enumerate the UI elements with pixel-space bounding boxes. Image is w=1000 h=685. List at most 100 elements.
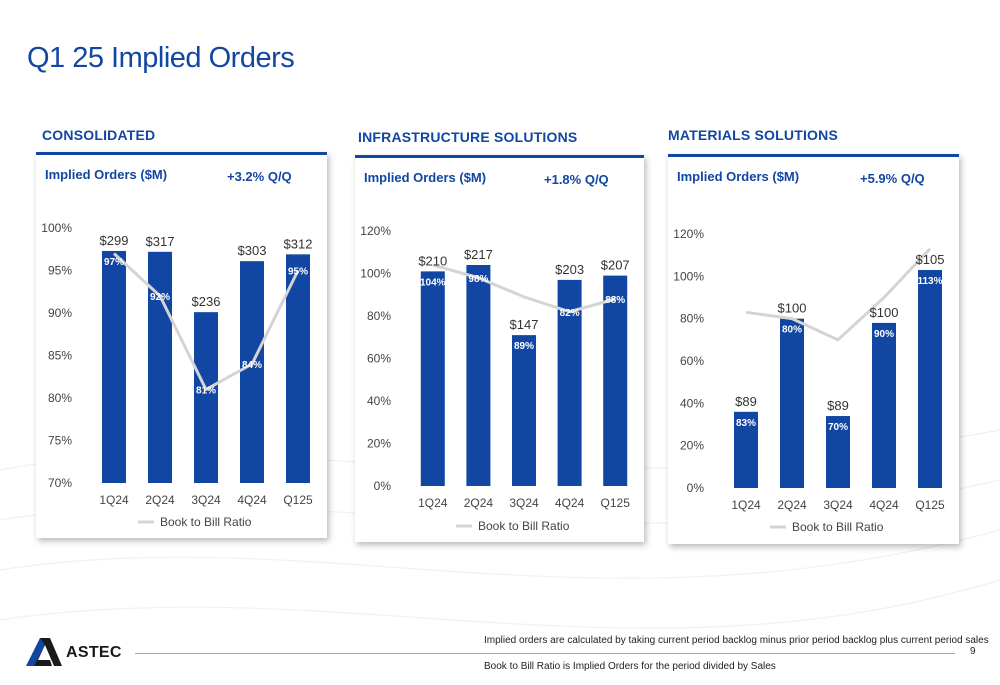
book-to-bill-label: 83% <box>736 418 756 429</box>
legend-label: Book to Bill Ratio <box>160 515 252 529</box>
y-tick-label: 80% <box>48 391 72 405</box>
infrastructure-chart: 0% 20% 40% 60% 80% 100% 120% $210 $217 $147 $203 $2… <box>360 224 631 533</box>
bar-value-label: $100 <box>870 305 899 320</box>
bar-value-label: $299 <box>100 233 129 248</box>
x-tick-label: 1Q24 <box>731 498 761 512</box>
x-tick-label: 4Q24 <box>869 498 899 512</box>
chart-subtitle: Implied Orders ($M) <box>677 169 800 184</box>
y-tick-label: 100% <box>360 267 391 281</box>
book-to-bill-label: 89% <box>514 341 534 352</box>
book-to-bill-label: 84% <box>242 360 262 371</box>
y-tick-label: 70% <box>48 476 72 490</box>
implied-orders-bar <box>512 335 536 486</box>
book-to-bill-line <box>112 252 300 391</box>
book-to-bill-label: 92% <box>150 292 170 303</box>
x-tick-label: 4Q24 <box>555 496 585 510</box>
bar-value-label: $147 <box>510 317 539 332</box>
footnote-book-to-bill: Book to Bill Ratio is Implied Orders for… <box>484 661 776 672</box>
y-tick-label: 40% <box>367 394 391 408</box>
book-to-bill-label: 81% <box>196 386 216 397</box>
y-tick-label: 60% <box>680 354 704 368</box>
implied-orders-bar <box>466 265 491 486</box>
section-heading-infrastructure: INFRASTRUCTURE SOLUTIONS <box>358 129 578 145</box>
implied-orders-bar <box>918 269 942 488</box>
section-heading-materials: MATERIALS SOLUTIONS <box>668 127 838 143</box>
y-tick-label: 100% <box>673 269 704 283</box>
y-tick-label: 60% <box>367 352 391 366</box>
book-to-bill-label: 95% <box>288 267 308 278</box>
page-number: 9 <box>970 646 976 657</box>
chart-change-badge: +1.8% Q/Q <box>544 172 609 187</box>
page-title: Q1 25 Implied Orders <box>27 42 295 74</box>
bar-value-label: $312 <box>284 236 313 251</box>
x-tick-label: 3Q24 <box>823 498 853 512</box>
x-tick-label: Q125 <box>601 496 631 510</box>
chart-subtitle: Implied Orders ($M) <box>45 167 168 182</box>
footnote-implied-orders: Implied orders are calculated by taking … <box>484 635 989 646</box>
book-to-bill-label: 90% <box>874 329 894 340</box>
book-to-bill-label: 104% <box>420 277 446 288</box>
book-to-bill-label: 98% <box>468 274 488 285</box>
book-to-bill-line <box>432 263 616 314</box>
book-to-bill-label: 80% <box>782 325 802 336</box>
y-tick-label: 85% <box>48 349 72 363</box>
implied-orders-bar <box>872 322 896 488</box>
y-tick-label: 90% <box>48 306 72 320</box>
y-tick-label: 20% <box>680 439 704 453</box>
implied-orders-bar <box>240 261 264 483</box>
bar-value-label: $236 <box>192 294 221 309</box>
x-tick-label: 3Q24 <box>191 493 221 507</box>
infrastructure-chart-panel: Implied Orders ($M) +1.8% Q/Q 0% 20% 40% 60… <box>355 155 644 542</box>
x-tick-label: 1Q24 <box>418 496 448 510</box>
implied-orders-bar <box>194 312 218 483</box>
astec-logo-icon <box>26 638 62 666</box>
x-tick-label: Q125 <box>283 493 313 507</box>
bar-value-label: $203 <box>555 262 584 277</box>
x-tick-label: 4Q24 <box>237 493 267 507</box>
bar-value-label: $207 <box>601 258 630 273</box>
y-tick-label: 20% <box>367 437 391 451</box>
book-to-bill-label: 70% <box>828 422 848 433</box>
consolidated-chart-panel: Implied Orders ($M) +3.2% Q/Q 70% 75% 80% 8… <box>36 152 327 538</box>
legend-label: Book to Bill Ratio <box>478 519 570 533</box>
y-tick-label: 95% <box>48 264 72 278</box>
y-tick-label: 0% <box>687 481 705 495</box>
implied-orders-bar <box>826 416 850 488</box>
footer-divider <box>135 653 955 654</box>
bar-value-label: $89 <box>735 394 757 409</box>
chart-subtitle: Implied Orders ($M) <box>364 170 487 185</box>
book-to-bill-label: 113% <box>917 276 942 287</box>
y-tick-label: 80% <box>367 309 391 323</box>
bar-value-label: $89 <box>827 398 849 413</box>
y-tick-label: 75% <box>48 434 72 448</box>
y-tick-label: 100% <box>41 221 72 235</box>
bar-value-label: $303 <box>238 243 267 258</box>
implied-orders-bar <box>286 254 310 483</box>
bar-value-label: $317 <box>146 234 175 249</box>
x-tick-label: Q125 <box>915 498 945 512</box>
bar-value-label: $105 <box>916 252 945 267</box>
y-tick-label: 80% <box>680 312 704 326</box>
book-to-bill-label: 88% <box>605 295 625 306</box>
implied-orders-bar <box>780 318 804 488</box>
consolidated-chart: 70% 75% 80% 85% 90% 95% 100% $299 $317 $236 $303 $3… <box>41 221 313 529</box>
x-tick-label: 3Q24 <box>509 496 539 510</box>
legend-label: Book to Bill Ratio <box>792 520 884 534</box>
chart-change-badge: +5.9% Q/Q <box>860 171 925 186</box>
materials-chart-panel: Implied Orders ($M) +5.9% Q/Q 0% 20% 40% 60… <box>668 154 959 544</box>
book-to-bill-label: 82% <box>560 308 580 319</box>
x-tick-label: 1Q24 <box>99 493 129 507</box>
implied-orders-bar <box>102 250 126 483</box>
section-heading-consolidated: CONSOLIDATED <box>42 127 156 143</box>
x-tick-label: 2Q24 <box>777 498 807 512</box>
brand-logo-text: ASTEC <box>66 644 122 661</box>
x-tick-label: 2Q24 <box>464 496 494 510</box>
implied-orders-bar <box>734 411 758 488</box>
y-tick-label: 120% <box>360 224 391 238</box>
book-to-bill-label: 97% <box>104 257 124 268</box>
y-tick-label: 40% <box>680 396 704 410</box>
bar-value-label: $217 <box>464 247 493 262</box>
x-tick-label: 2Q24 <box>145 493 175 507</box>
book-to-bill-line <box>745 247 932 342</box>
bar-value-label: $210 <box>418 253 447 268</box>
